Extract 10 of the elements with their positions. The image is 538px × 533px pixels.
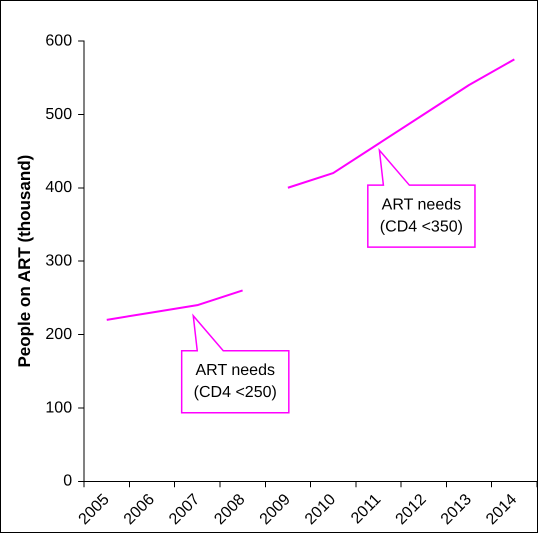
- y-axis-title: People on ART (thousand): [14, 154, 34, 368]
- annotation: ART needs (CD4 <250): [194, 362, 277, 402]
- y-tick-label: 300: [45, 252, 72, 270]
- annotation: ART needs (CD4 <350): [380, 196, 463, 236]
- y-tick-label: 100: [45, 399, 72, 416]
- y-tick-label: 500: [45, 106, 72, 123]
- y-tick-label: 400: [45, 179, 72, 196]
- y-tick-label: 600: [45, 32, 72, 50]
- y-tick-label: 200: [45, 326, 72, 343]
- y-tick-label: 0: [63, 472, 72, 490]
